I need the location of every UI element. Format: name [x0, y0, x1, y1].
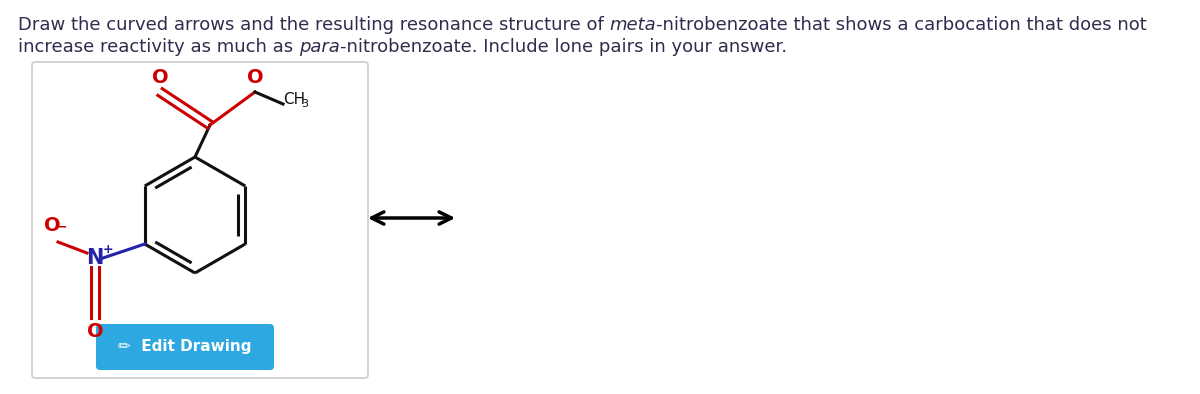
Text: O: O — [43, 216, 60, 235]
Text: −: − — [56, 221, 67, 234]
Text: N: N — [86, 248, 103, 268]
Text: Draw the curved arrows and the resulting resonance structure of: Draw the curved arrows and the resulting… — [18, 16, 610, 34]
FancyBboxPatch shape — [32, 62, 368, 378]
Text: O: O — [247, 68, 263, 87]
Text: +: + — [103, 242, 113, 255]
Text: -nitrobenzoate that shows a carbocation that does not: -nitrobenzoate that shows a carbocation … — [656, 16, 1147, 34]
Text: para: para — [299, 38, 340, 56]
Text: increase reactivity as much as: increase reactivity as much as — [18, 38, 299, 56]
Text: O: O — [151, 68, 168, 87]
Text: -nitrobenzoate. Include lone pairs in your answer.: -nitrobenzoate. Include lone pairs in yo… — [340, 38, 787, 56]
FancyBboxPatch shape — [96, 324, 274, 370]
Text: meta: meta — [610, 16, 656, 34]
Text: CH: CH — [283, 91, 305, 106]
Text: O: O — [86, 322, 103, 341]
Text: ✏  Edit Drawing: ✏ Edit Drawing — [119, 340, 252, 355]
Text: 3: 3 — [301, 99, 308, 109]
